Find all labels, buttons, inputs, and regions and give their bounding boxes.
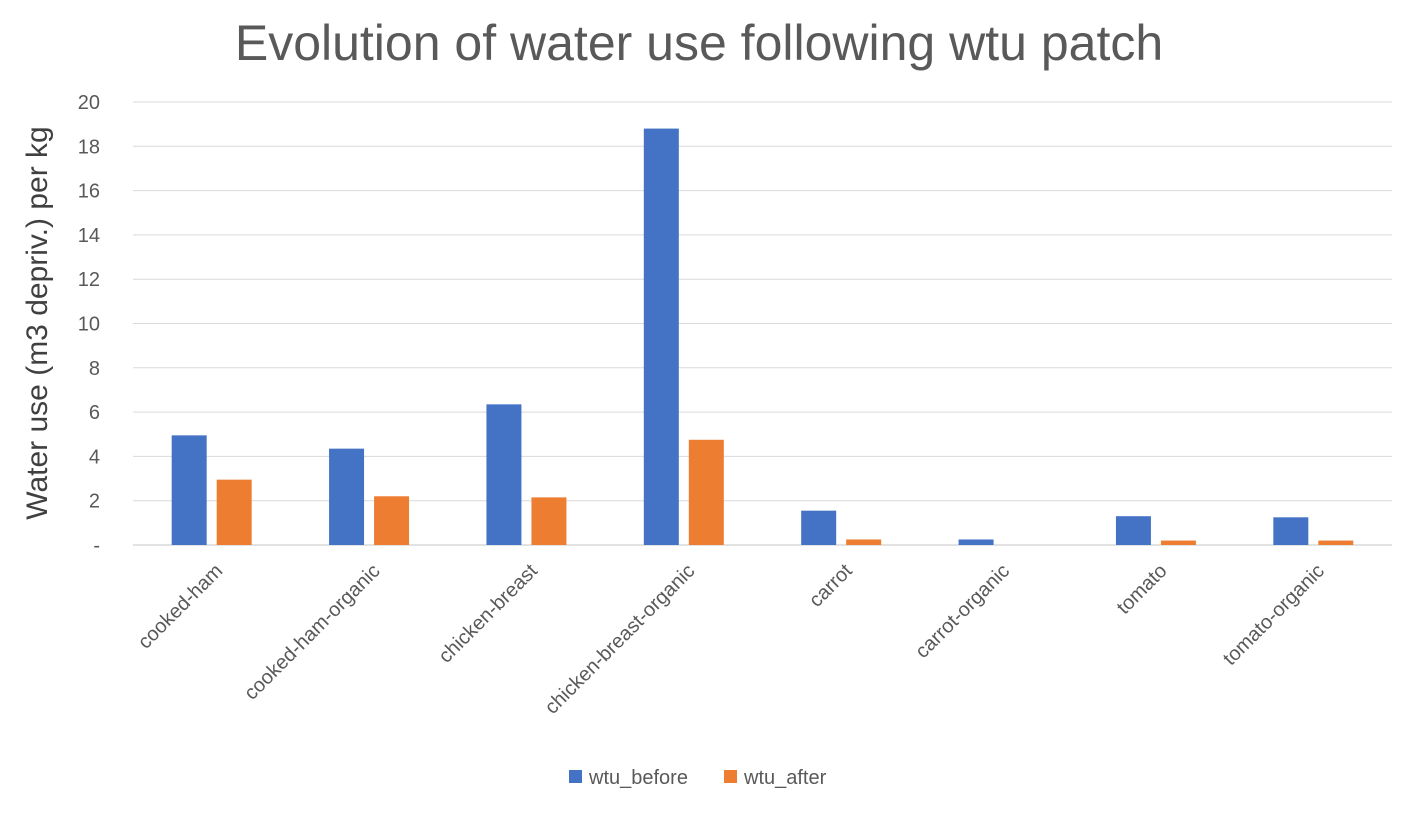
bars — [171, 128, 1354, 545]
bar-wtu_before-tomato-organic — [1273, 517, 1309, 545]
y-tick-label: 20 — [78, 92, 100, 114]
y-tick-label: 10 — [78, 314, 100, 336]
bar-wtu_after-cooked-ham-organic — [374, 496, 410, 545]
bar-wtu_before-cooked-ham — [171, 435, 207, 545]
bar-wtu_after-tomato — [1160, 540, 1196, 545]
x-tick-label: tomato-organic — [1219, 560, 1329, 670]
x-tick-label: cooked-ham-organic — [240, 560, 384, 704]
y-tick-label: 6 — [89, 402, 100, 424]
legend-swatch-wtu_after — [724, 770, 737, 783]
bar-wtu_before-cooked-ham-organic — [329, 448, 365, 545]
y-tick-label: 18 — [78, 136, 100, 158]
bar-wtu_after-cooked-ham — [216, 479, 252, 545]
gridlines — [133, 101, 1392, 546]
y-tick-label: 16 — [78, 181, 100, 203]
y-axis-ticks: - 2 4 6 8 10 12 14 16 18 20 — [78, 92, 100, 557]
x-axis-ticks: cooked-ham cooked-ham-organic chicken-brea… — [134, 560, 1329, 719]
bar-wtu_before-chicken-breast-organic — [643, 128, 679, 545]
y-tick-label: 8 — [89, 358, 100, 380]
legend-swatch-wtu_before — [569, 770, 582, 783]
y-tick-label: 4 — [89, 446, 100, 468]
bar-wtu_after-tomato-organic — [1318, 540, 1354, 545]
x-tick-label: chicken-breast-organic — [541, 560, 700, 719]
x-tick-label: tomato — [1113, 560, 1172, 619]
bar-wtu_before-carrot — [801, 510, 837, 545]
y-tick-label: - — [93, 535, 100, 557]
x-tick-label: cooked-ham — [134, 560, 227, 653]
y-axis-label: Water use (m3 depriv.) per kg — [21, 126, 54, 519]
chart-title: Evolution of water use following wtu pat… — [235, 15, 1163, 71]
x-tick-label: carrot-organic — [911, 560, 1014, 663]
bar-wtu_before-chicken-breast — [486, 404, 522, 545]
legend-label: wtu_after — [743, 767, 827, 789]
legend: wtu_before wtu_after — [569, 767, 827, 789]
bar-wtu_after-carrot — [846, 539, 882, 545]
legend-label: wtu_before — [588, 767, 688, 789]
bar-wtu_after-chicken-breast — [531, 497, 567, 545]
bar-wtu_before-tomato — [1115, 516, 1151, 545]
x-tick-label: carrot — [805, 560, 857, 612]
x-tick-label: chicken-breast — [434, 560, 542, 668]
bar-wtu_before-carrot-organic — [958, 539, 994, 545]
y-tick-label: 12 — [78, 269, 100, 291]
bar-wtu_after-chicken-breast-organic — [688, 439, 724, 545]
y-tick-label: 14 — [78, 225, 100, 247]
y-tick-label: 2 — [89, 491, 100, 513]
